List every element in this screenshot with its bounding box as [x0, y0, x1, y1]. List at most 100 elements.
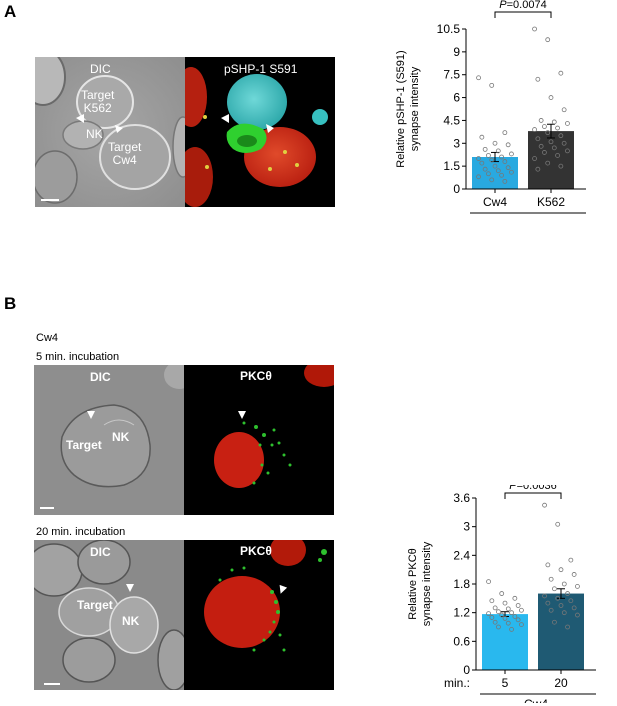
data-point	[532, 127, 537, 132]
data-point	[555, 521, 561, 527]
data-point	[535, 136, 541, 142]
data-point	[489, 598, 495, 604]
data-point	[561, 581, 567, 587]
data-point	[499, 612, 505, 618]
panel-a-label-target-k562: Target K562	[81, 88, 115, 115]
data-point	[561, 107, 567, 113]
data-point	[476, 75, 481, 81]
data-point	[575, 583, 580, 589]
data-point	[542, 150, 547, 155]
y-tick-label: 3.6	[453, 491, 470, 505]
data-point	[496, 624, 501, 630]
data-point	[479, 134, 485, 140]
arrowhead-icon	[266, 124, 274, 133]
data-point	[545, 600, 551, 606]
data-point	[495, 168, 501, 174]
data-point	[545, 160, 551, 166]
data-point	[502, 615, 508, 621]
y-axis-label: Relative PKCθ	[407, 548, 419, 620]
data-point	[532, 156, 537, 161]
panel-b-row2-label-target: Target	[77, 598, 113, 612]
data-point	[561, 610, 567, 616]
data-point	[489, 615, 495, 620]
panel-a-label-nk: NK	[86, 127, 103, 141]
x-tick-label: Cw4	[483, 195, 507, 209]
data-point	[548, 607, 554, 613]
data-point	[571, 572, 577, 577]
data-point	[542, 593, 547, 599]
panel-b-row1-label-target: Target	[66, 438, 102, 452]
data-point	[568, 557, 574, 563]
data-point	[558, 567, 564, 573]
p-value-label: P=0.0036	[509, 485, 556, 492]
panel-a-fluor-arrowheads	[221, 114, 274, 133]
x-tick-label: 20	[554, 676, 568, 690]
y-tick-label: 4.5	[443, 113, 460, 127]
data-point	[542, 502, 547, 508]
p-value-label: P=0.0074	[499, 0, 546, 11]
panel-b-row2-dic-arrowheads	[126, 584, 134, 592]
data-point	[482, 146, 488, 152]
data-point	[476, 156, 481, 161]
panel-a-fluor-image	[175, 57, 335, 207]
data-point	[509, 151, 514, 157]
data-point	[502, 600, 508, 606]
data-point	[489, 157, 495, 163]
data-point	[519, 622, 524, 628]
panel-b-row1-dic-arrowheads	[87, 411, 95, 419]
panel-b-row2-dic-image	[25, 539, 191, 691]
data-point	[542, 124, 547, 129]
data-point	[532, 26, 537, 32]
panel-b-row1-fluor-title: PKCθ	[240, 369, 272, 383]
y-tick-label: 1.8	[453, 577, 470, 591]
data-point	[489, 82, 495, 88]
data-point	[515, 603, 521, 608]
data-point	[558, 163, 564, 169]
data-point	[512, 614, 518, 619]
y-tick-label: 3	[453, 136, 460, 150]
data-point	[505, 142, 511, 148]
panel-b-letter: B	[4, 294, 17, 313]
x-tick-label: K562	[537, 195, 565, 209]
data-point	[575, 612, 580, 618]
data-point	[486, 153, 491, 158]
data-point	[486, 579, 491, 585]
data-point	[555, 153, 560, 158]
arrowhead-icon	[238, 411, 246, 419]
arrowhead-icon	[87, 411, 95, 419]
data-point	[552, 586, 557, 592]
y-axis-label: Relative pSHP-1 (S591)	[395, 50, 407, 167]
y-tick-label: 0.6	[453, 634, 470, 648]
data-point	[561, 140, 567, 146]
data-point	[495, 148, 501, 154]
data-point	[486, 171, 491, 177]
data-point	[558, 133, 564, 139]
panel-a-letter: A	[4, 2, 17, 21]
data-point	[512, 595, 518, 601]
y-axis-label: synapse intensity	[421, 541, 433, 626]
data-point	[535, 166, 541, 172]
data-point	[486, 611, 491, 617]
data-point	[476, 174, 481, 180]
y-tick-label: 1.5	[443, 159, 460, 173]
data-point	[551, 145, 557, 151]
data-point	[545, 130, 551, 136]
data-point	[502, 130, 508, 136]
data-point	[499, 154, 504, 160]
x-tick-label: 5	[502, 676, 509, 690]
data-point	[492, 605, 498, 611]
arrowhead-icon	[115, 125, 123, 133]
y-tick-label: 1.2	[453, 606, 470, 620]
data-point	[502, 159, 508, 164]
bar-20	[538, 593, 584, 670]
panel-a-chart: 0 1.5 3 4.5 6 7.5 9 10.5 Relative pSHP-1 (S591) s…	[395, 0, 586, 214]
data-point	[551, 119, 557, 125]
data-point	[555, 125, 560, 131]
panel-b-row1-dic-title: DIC	[90, 370, 111, 384]
panel-a-label-target-cw4: Target Cw4	[108, 140, 142, 167]
group-label: Cw4	[524, 697, 548, 703]
arrowhead-icon	[279, 584, 288, 594]
data-point	[552, 619, 557, 625]
panel-a-dic-title: DIC	[90, 62, 111, 76]
data-point	[558, 603, 564, 608]
